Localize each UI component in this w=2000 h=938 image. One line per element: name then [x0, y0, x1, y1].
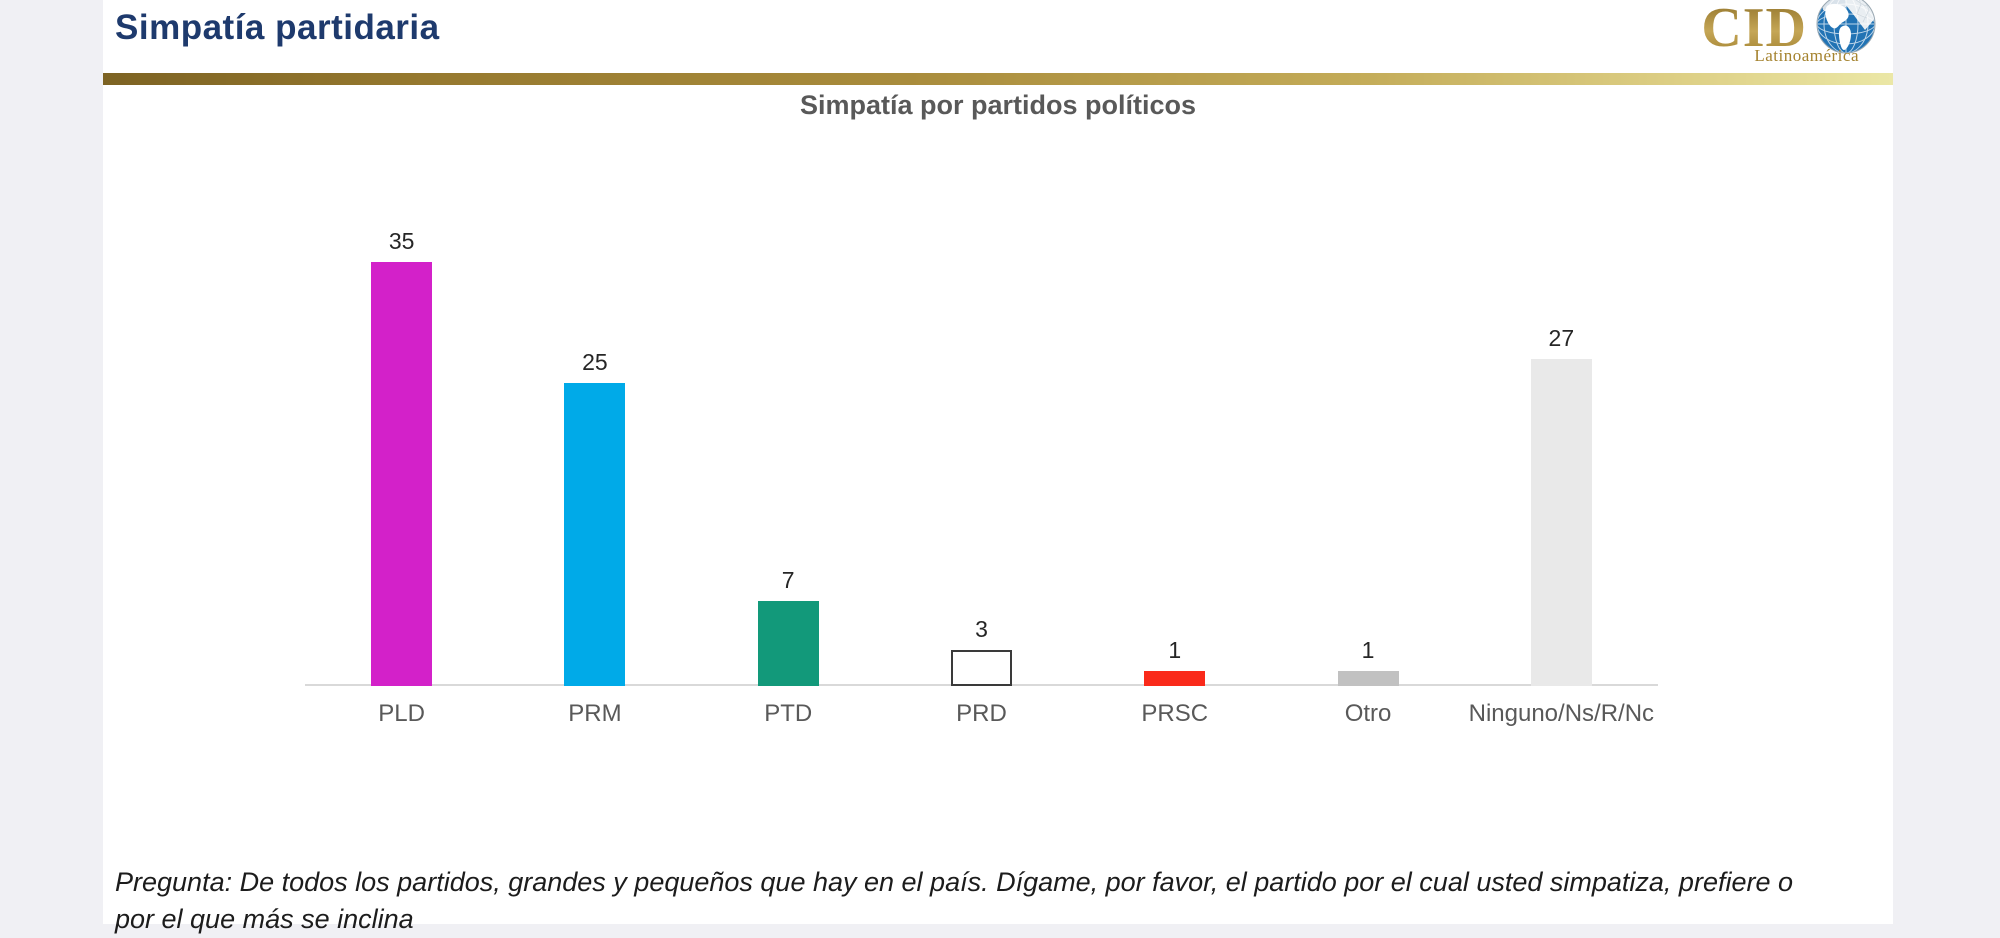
category-label-Ninguno/Ns/R/Nc: Ninguno/Ns/R/Nc — [1468, 700, 1655, 727]
footnote-line-1: Pregunta: De todos los partidos, grandes… — [115, 867, 1793, 897]
category-label-PLD: PLD — [378, 700, 425, 727]
bar-column-PTD: 7 — [692, 160, 885, 686]
bar-value-label: 25 — [582, 349, 608, 375]
bar-column-PRD: 3 — [885, 160, 1078, 686]
bar-value-label: 27 — [1548, 325, 1575, 351]
category-labels-row: PLD PRM PTD PRD PRSC Otro Ninguno/Ns/R/Nc — [305, 700, 1658, 728]
bar-Otro — [1337, 671, 1399, 686]
bar-PLD — [371, 262, 433, 686]
footnote-line-2: por el que más se inclina — [115, 904, 414, 934]
bar-value-label: 1 — [1361, 637, 1375, 663]
bar-value-label: 1 — [1168, 637, 1182, 663]
cid-latinoamerica-logo: CID — [1685, 0, 1885, 70]
bar-PTD — [757, 601, 819, 686]
bars-row: 35 25 7 3 1 1 27 — [305, 160, 1658, 686]
gold-divider-bar — [103, 73, 1893, 85]
bar-value-label: 35 — [388, 228, 415, 254]
bar-column-PRM: 25 — [498, 160, 691, 686]
globe-icon — [1813, 0, 1879, 63]
category-label-PTD: PTD — [764, 700, 813, 727]
bar-chart: 35 25 7 3 1 1 27 PLD PRM PTD PRD PRSC Otro Ninguno/N… — [305, 160, 1658, 760]
slide: Simpatía partidaria CID — [103, 0, 1893, 934]
chart-title: Simpatía por partidos políticos — [799, 90, 1197, 120]
bar-column-PLD: 35 — [305, 160, 498, 686]
bar-PRD — [950, 650, 1012, 686]
bar-value-label: 7 — [781, 567, 795, 593]
bar-Ninguno/Ns/R/Nc — [1530, 359, 1592, 686]
bar-PRSC — [1144, 671, 1206, 686]
question-footnote: Pregunta: De todos los partidos, grandes… — [115, 864, 1815, 938]
bar-column-PRSC: 1 — [1078, 160, 1271, 686]
category-label-PRSC: PRSC — [1141, 700, 1209, 727]
bar-value-label: 3 — [975, 616, 988, 642]
slide-title: Simpatía partidaria — [115, 8, 440, 47]
bar-PRM — [564, 383, 626, 686]
bar-column-Ninguno/Ns/R/Nc: 27 — [1465, 160, 1658, 686]
category-label-Otro: Otro — [1344, 700, 1392, 727]
logo-cid-text: CID — [1701, 0, 1807, 60]
bar-column-Otro: 1 — [1271, 160, 1464, 686]
logo-subtitle: Latinoamérica — [1754, 46, 1859, 65]
category-label-PRM: PRM — [568, 700, 622, 727]
category-label-PRD: PRD — [956, 700, 1007, 727]
